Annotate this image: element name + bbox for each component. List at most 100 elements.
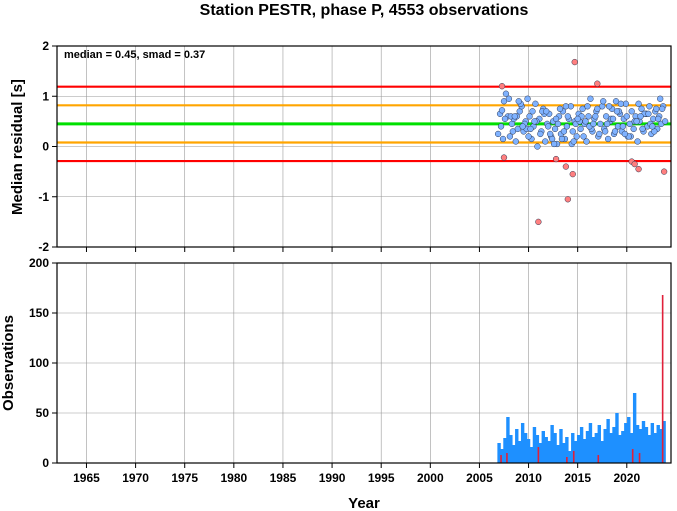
observation-bar <box>624 423 628 463</box>
residual-grid <box>57 45 671 248</box>
observation-bars <box>497 295 666 463</box>
residual-point <box>602 128 609 135</box>
observation-bar <box>547 441 551 463</box>
observation-bar <box>550 425 554 463</box>
x-tick-label: 1965 <box>73 471 100 485</box>
outlier-point <box>562 163 570 170</box>
residual-panel: -2 -1 0 1 2 median = 0.45, smad = 0.37 Media… <box>9 39 672 254</box>
residual-point <box>509 128 516 135</box>
residual-point <box>550 140 558 148</box>
x-tick-label: 2020 <box>613 471 640 485</box>
observation-bar <box>630 433 634 463</box>
residual-point <box>494 130 502 138</box>
residual-point <box>525 133 532 140</box>
observation-bar <box>600 441 604 463</box>
outlier-point <box>535 218 542 226</box>
outlier-bar <box>631 449 634 463</box>
observation-bar <box>641 421 646 463</box>
observation-bar <box>500 449 504 463</box>
residual-point <box>569 128 576 135</box>
residual-point <box>511 113 518 120</box>
observation-bar <box>512 445 516 463</box>
observation-bar <box>523 433 528 463</box>
residual-point <box>637 113 644 120</box>
residual-point <box>556 105 564 112</box>
outlier-point <box>498 83 506 90</box>
observation-bar <box>565 437 569 463</box>
residual-y-axis-title: Median residual [s] <box>9 79 26 215</box>
outlier-bar <box>661 295 664 463</box>
observation-bar <box>529 447 534 463</box>
residual-point <box>646 103 653 110</box>
residual-point <box>519 123 526 130</box>
outlier-bar <box>597 455 600 463</box>
residual-point <box>515 98 522 105</box>
residual-point <box>542 138 549 145</box>
y-tick-label: 2 <box>42 39 49 53</box>
y-tick-label: 0 <box>42 140 49 154</box>
outlier-bar <box>500 455 502 463</box>
observation-bar <box>662 421 666 463</box>
residual-point <box>526 113 533 120</box>
y-tick-label: 0 <box>42 456 49 470</box>
residual-point <box>661 118 669 125</box>
y-tick-label: -1 <box>38 190 49 204</box>
observation-bar <box>609 433 613 463</box>
observation-bar <box>621 431 625 463</box>
residual-point <box>531 118 538 125</box>
residual-point <box>558 135 566 143</box>
outlier-point <box>660 168 668 175</box>
x-tick-label: 2010 <box>515 471 542 485</box>
residual-point <box>639 125 646 133</box>
outlier-bar <box>638 453 641 463</box>
residual-point <box>505 95 513 102</box>
y-tick-label: 1 <box>42 89 49 103</box>
observation-bar <box>612 427 616 463</box>
residual-point <box>587 95 594 102</box>
residual-point <box>537 130 544 138</box>
residual-point <box>619 123 627 130</box>
x-tick-label: 1970 <box>122 471 149 485</box>
residual-point <box>532 100 539 107</box>
residual-point <box>551 125 559 133</box>
residual-point <box>560 128 568 135</box>
observations-x-ticks: 1965 1970 1975 1980 1985 1990 1995 2000 2005 2010… <box>73 463 640 485</box>
residual-point <box>585 113 592 120</box>
x-axis-title: Year <box>348 495 380 511</box>
observation-bar <box>556 445 560 463</box>
observations-grid <box>57 262 671 464</box>
residual-point <box>498 107 506 114</box>
observation-bar <box>544 437 548 463</box>
y-tick-label: 200 <box>29 256 49 270</box>
residual-point <box>623 113 630 120</box>
outlier-bar <box>537 447 540 463</box>
residual-point <box>609 115 617 123</box>
residual-point <box>580 133 587 140</box>
observation-bar <box>638 429 643 463</box>
y-tick-label: 150 <box>29 306 49 320</box>
residual-point <box>617 100 625 107</box>
residual-point <box>597 120 604 128</box>
residual-point <box>649 123 656 130</box>
residual-point <box>638 105 645 112</box>
residual-point <box>564 113 571 120</box>
residual-point <box>645 110 652 117</box>
residual-point <box>626 120 633 128</box>
observation-bar <box>606 419 610 463</box>
residual-point <box>605 103 613 110</box>
observation-bar <box>576 435 581 463</box>
observation-bar <box>538 443 543 463</box>
residual-point <box>603 113 610 120</box>
observation-bar <box>635 425 640 463</box>
residual-point <box>635 100 642 107</box>
outlier-point <box>571 58 578 66</box>
outlier-point <box>569 170 576 178</box>
stats-annotation: median = 0.45, smad = 0.37 <box>64 49 205 61</box>
y-tick-label: 50 <box>36 406 50 420</box>
outlier-point <box>594 80 601 87</box>
observation-bar <box>506 417 510 463</box>
outlier-point <box>631 160 638 168</box>
residual-point <box>612 98 620 105</box>
residual-point <box>592 113 599 120</box>
residual-point <box>630 125 637 133</box>
